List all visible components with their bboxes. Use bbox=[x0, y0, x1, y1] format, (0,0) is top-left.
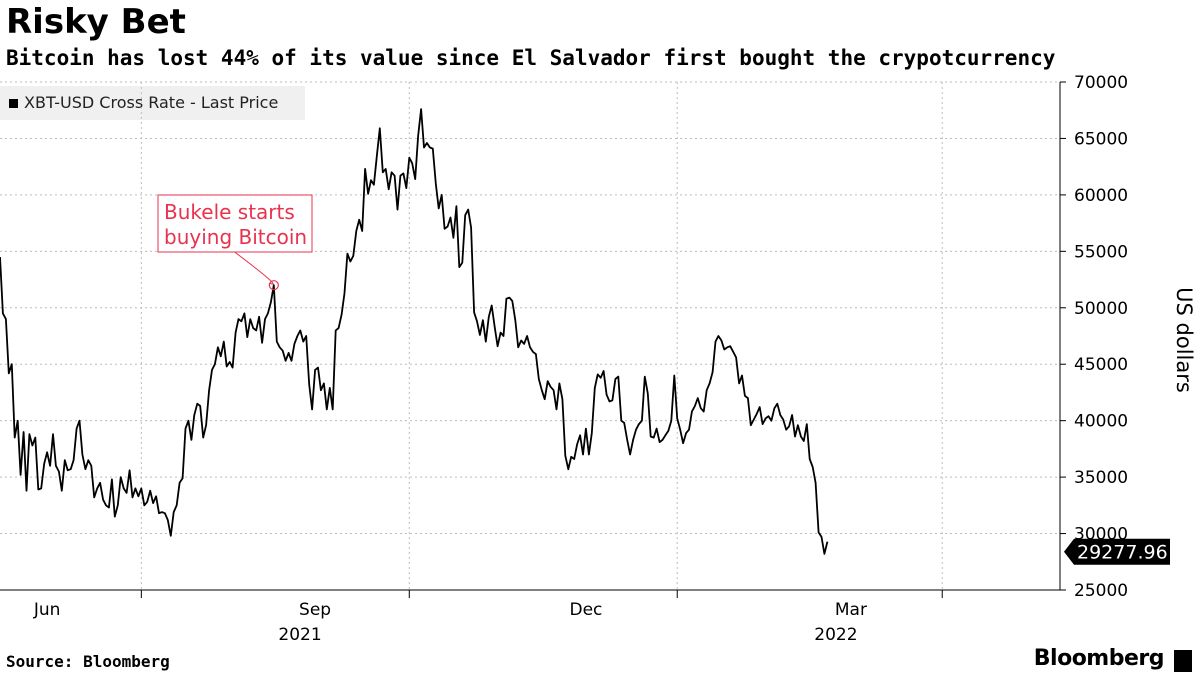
y-tick-label: 55000 bbox=[1074, 242, 1128, 262]
last-value-badge bbox=[1064, 538, 1170, 565]
x-tick-label: Jun bbox=[33, 600, 61, 620]
y-tick-label: 40000 bbox=[1074, 412, 1128, 432]
brand-mark-icon bbox=[1174, 650, 1192, 672]
x-tick-year-label: 2022 bbox=[814, 625, 857, 645]
source-note: Source: Bloomberg bbox=[6, 652, 170, 671]
chart-title: Risky Bet bbox=[6, 2, 186, 42]
series-layer bbox=[0, 108, 829, 555]
y-tick-label: 60000 bbox=[1074, 186, 1128, 206]
legend-swatch bbox=[9, 99, 18, 108]
y-tick-label: 50000 bbox=[1074, 299, 1128, 319]
brand-logo: Bloomberg bbox=[1033, 646, 1165, 671]
y-tick-label: 45000 bbox=[1074, 355, 1128, 375]
legend: XBT-USD Cross Rate - Last Price bbox=[0, 86, 305, 120]
annotation-leader bbox=[231, 249, 274, 285]
annotation-box bbox=[157, 194, 313, 253]
grid-layer bbox=[0, 81, 1060, 590]
y-tick-label: 35000 bbox=[1074, 468, 1128, 488]
last-value-label: 29277.96 bbox=[1077, 542, 1168, 564]
x-tick-label: Dec bbox=[569, 600, 602, 620]
y-tick-label: 25000 bbox=[1074, 581, 1128, 601]
annotation-marker bbox=[268, 280, 279, 291]
x-tick-year-label: 2021 bbox=[278, 625, 321, 645]
x-tick-label: Sep bbox=[299, 600, 331, 620]
y-tick-label: 70000 bbox=[1074, 73, 1128, 93]
annotation-text: buying Bitcoin bbox=[164, 225, 307, 249]
axis-layer: 2500030000350004000045000500005500060000… bbox=[0, 73, 1128, 645]
legend-label: XBT-USD Cross Rate - Last Price bbox=[24, 93, 279, 112]
y-tick-label: 65000 bbox=[1074, 129, 1128, 149]
series-line bbox=[0, 108, 829, 555]
chart-subtitle: Bitcoin has lost 44% of its value since … bbox=[6, 46, 1056, 70]
annotation-text: Bukele starts bbox=[164, 200, 295, 224]
y-axis-label: US dollars bbox=[1172, 287, 1196, 393]
x-tick-label: Mar bbox=[835, 600, 867, 620]
